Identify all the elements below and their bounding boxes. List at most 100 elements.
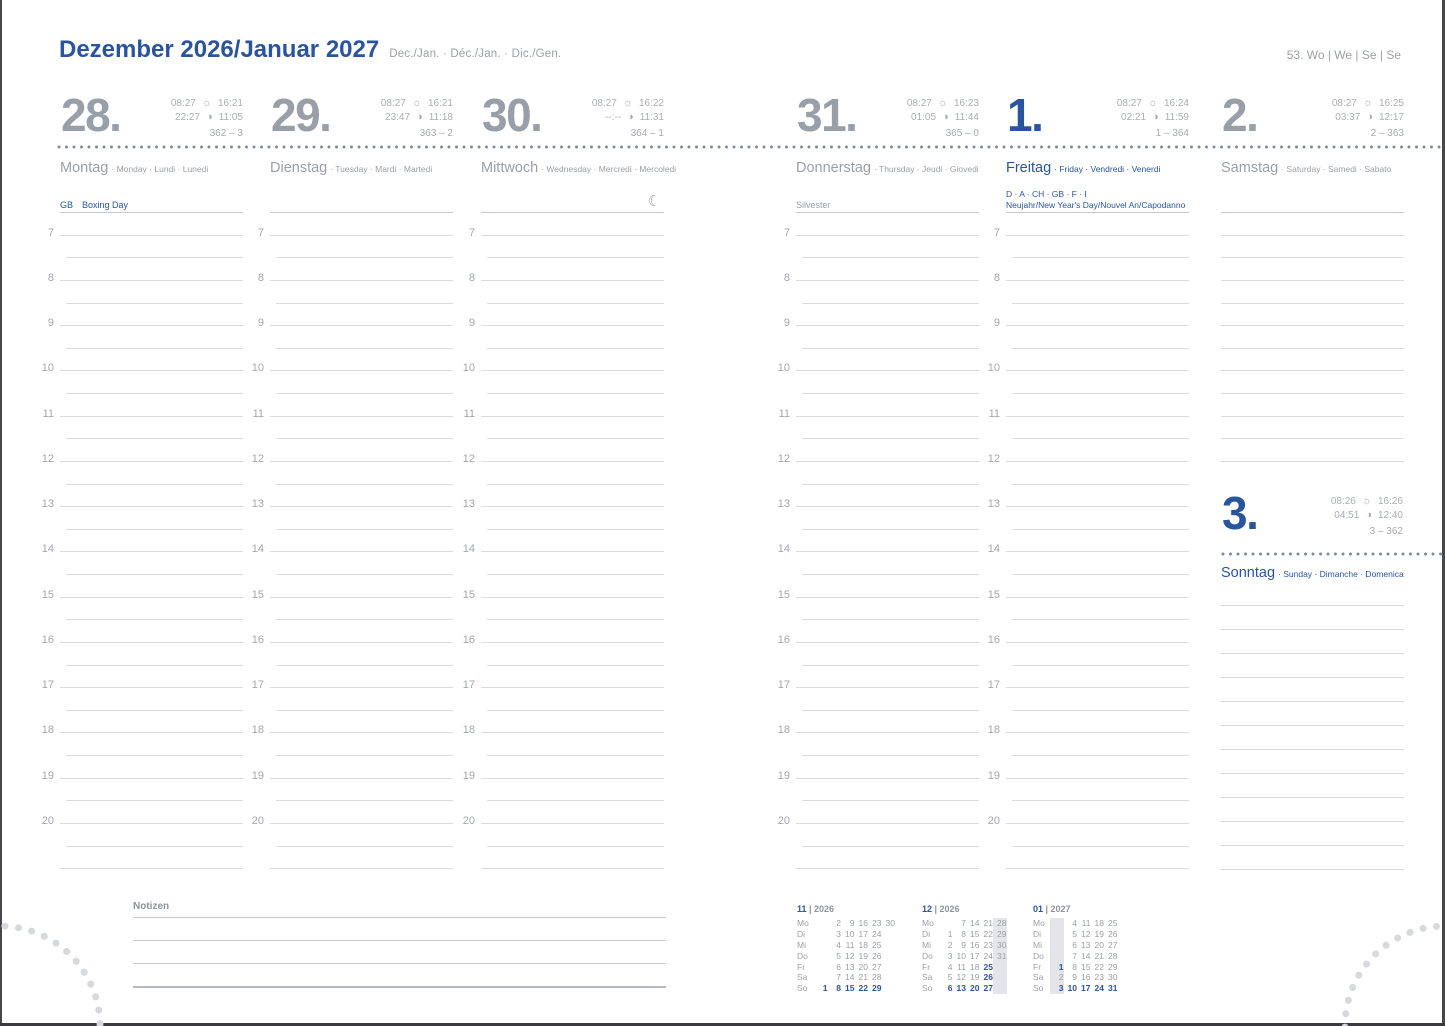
time-slot-line xyxy=(1221,774,1404,798)
day-number: 30. xyxy=(482,89,543,141)
mini-calendar-day: 10 xyxy=(956,950,966,961)
time-slot-line xyxy=(802,281,979,304)
time-slot-line: 13 xyxy=(988,485,1189,510)
time-slot-line: 16 xyxy=(463,620,664,646)
time-slot-line: 20 xyxy=(42,801,243,827)
sun-icon: ☼ xyxy=(411,97,422,109)
sunset-time: 16:24 xyxy=(1163,98,1189,109)
weekday-label: Do xyxy=(922,950,933,961)
time-slot-line xyxy=(487,779,664,802)
mini-calendar-row: Mi 6 13 20 27 xyxy=(1033,939,1118,951)
hour-label: 19 xyxy=(251,769,264,782)
time-slot-line: 14 xyxy=(463,530,664,555)
time-slot-line: 12 xyxy=(42,439,243,465)
hour-label: 10 xyxy=(777,362,790,375)
mini-calendar-day xyxy=(882,951,896,962)
mini-calendar-row: So 1 8 15 22 29 xyxy=(797,983,895,994)
day-name: Mittwoch · Wednesday · Mercredi · Mercole… xyxy=(481,160,677,176)
moonrise-time: 04:51 xyxy=(1334,509,1360,521)
moonrise-time: --:-- xyxy=(604,111,622,123)
time-slot-line: 17 xyxy=(778,666,979,691)
time-slot-line xyxy=(1221,702,1404,726)
hour-label: 10 xyxy=(987,362,1000,375)
time-slot-line xyxy=(66,281,243,304)
time-slot-line: 12 xyxy=(463,439,664,465)
mini-calendar-day: 12 xyxy=(1081,928,1091,939)
holiday-name: Neujahr/New Year's Day/Nouvel An/Capodan… xyxy=(1006,199,1186,210)
hour-label: 19 xyxy=(462,769,475,782)
day-of-year-count: 3 – 362 xyxy=(1369,526,1403,537)
time-slot-line: 19 xyxy=(778,756,979,782)
time-slot-line: 9 xyxy=(469,304,664,329)
mini-calendar-row: Do 5 12 19 26 xyxy=(797,951,895,962)
time-slot-line: 9 xyxy=(994,304,1189,329)
mini-calendar-day: 2 xyxy=(836,917,841,928)
sunset-time: 16:26 xyxy=(1377,496,1403,507)
time-slot-line xyxy=(66,824,243,847)
time-slot-line xyxy=(487,643,664,666)
mini-calendar-day: 9 xyxy=(1072,972,1077,983)
time-slot-line xyxy=(1221,304,1404,327)
hour-label: 20 xyxy=(41,814,54,827)
time-slot-line: 11 xyxy=(989,394,1189,420)
weekday-label: Mi xyxy=(922,939,931,950)
mini-calendar-header: 11 | 2026 xyxy=(797,904,835,914)
time-slot-line: 19 xyxy=(463,756,664,782)
mini-calendar-day: 8 xyxy=(836,983,841,994)
time-slot-line xyxy=(1221,606,1404,630)
hour-label: 13 xyxy=(251,498,264,511)
time-slot-line xyxy=(487,507,664,530)
mini-calendar-day: 22 xyxy=(858,983,868,994)
day-block-sunday-3: 3. 08:26 ☼ 16:26 04:51 ◑ 12:40 3 – 362 Sonnt… xyxy=(1221,488,1443,870)
mini-calendar-day: 20 xyxy=(1094,939,1104,950)
moonset-time: 11:31 xyxy=(639,111,664,123)
time-slot-line xyxy=(802,824,979,847)
mini-calendar-day: 30 xyxy=(885,917,895,928)
time-slot-line: 16 xyxy=(778,620,979,646)
weekday-label: Fr xyxy=(1033,961,1042,972)
hour-label: 14 xyxy=(777,543,790,556)
time-slot-line: 12 xyxy=(778,439,979,465)
mini-calendar-row: Fr 4 11 18 25 xyxy=(922,961,1007,973)
mini-calendar-day: 5 xyxy=(947,972,953,983)
time-slot-line: 18 xyxy=(252,711,453,736)
time-slot-line xyxy=(487,598,664,621)
time-slot-line xyxy=(66,507,243,530)
time-slot-line: 12 xyxy=(252,439,453,465)
day-of-year-count: 362 – 3 xyxy=(209,128,243,139)
mini-calendar-day: 21 xyxy=(983,917,993,928)
mini-calendar-day: 24 xyxy=(983,950,993,961)
mini-calendar-day: 31 xyxy=(993,950,1007,962)
hour-label: 20 xyxy=(987,814,1000,827)
mini-calendar-row: Mo 4 11 18 25 xyxy=(1033,917,1118,929)
time-slot-line xyxy=(66,371,243,394)
hour-label: 9 xyxy=(47,317,54,330)
moon-icon: ◑ xyxy=(1152,110,1159,123)
sunday-dotted-rule xyxy=(1221,552,1443,556)
day-header: 2. 08:27 ☼ 16:25 03:37 ◑ 12:17 2 – 363 xyxy=(1221,90,1404,148)
hour-label: 8 xyxy=(468,271,475,284)
time-grid: 7 8 9 10 11 12 13 14 15 16 17 18 19 20 xyxy=(463,213,664,870)
time-slot-line xyxy=(66,779,243,802)
mini-calendar-day xyxy=(814,972,828,983)
weekday-label: Fr xyxy=(797,961,806,972)
time-slot-line xyxy=(276,643,453,666)
mini-calendar-day: 4 xyxy=(947,961,953,972)
time-slot-line xyxy=(802,688,979,711)
mini-calendar-row: Fr 1 8 15 22 29 xyxy=(1033,961,1118,973)
day-header: 31. 08:27 ☼ 16:23 01:05 ◑ 11:44 365 – 0 xyxy=(796,90,979,148)
mini-calendar-day: 18 xyxy=(970,961,980,972)
hour-label: 12 xyxy=(462,452,475,465)
moonrise-time: 03:37 xyxy=(1335,111,1361,123)
mini-calendar-day: 8 xyxy=(1072,961,1077,972)
time-slot-line: 15 xyxy=(252,575,453,601)
hour-label: 14 xyxy=(987,543,1000,556)
holiday-name: Boxing Day xyxy=(82,199,129,210)
mini-calendar-day: 20 xyxy=(858,961,868,972)
mini-calendar-day: 11 xyxy=(1081,917,1091,928)
day-column-friday-1: 1. 08:27 ☼ 16:24 02:21 ◑ 11:59 1 – 364 Freit… xyxy=(988,90,1189,870)
notes-label: Notizen xyxy=(133,901,170,912)
hour-label: 13 xyxy=(777,498,790,511)
mini-calendar-day: 15 xyxy=(1081,961,1091,972)
